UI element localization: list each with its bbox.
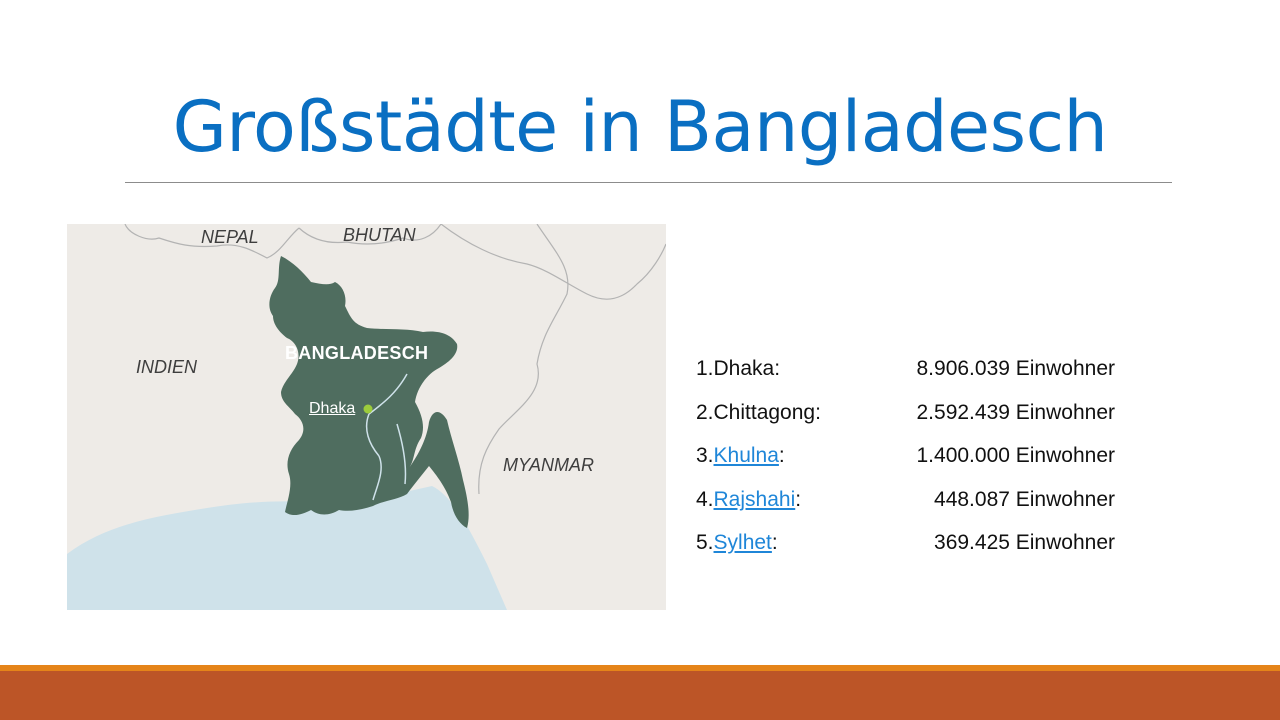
map-label-bhutan: BHUTAN xyxy=(343,225,416,245)
city-row-sylhet: 5.Sylhet: 369.425 Einwohner xyxy=(696,526,1136,570)
map-label-indien: INDIEN xyxy=(136,357,198,377)
nepal-border xyxy=(124,224,300,259)
city-list: 1.Dhaka: 8.906.039 Einwohner 2.Chittagon… xyxy=(696,352,1136,570)
city-row-chittagong: 2.Chittagong: 2.592.439 Einwohner xyxy=(696,396,1136,440)
city-index: 2. xyxy=(696,400,714,424)
city-link-khulna[interactable]: Khulna xyxy=(713,444,779,467)
city-population: 2.592.439 Einwohner xyxy=(916,400,1116,424)
map-label-dhaka: Dhaka xyxy=(309,400,356,417)
city-name: Chittagong xyxy=(713,400,816,424)
footer-accent-bar xyxy=(0,665,1280,671)
map-label-bangladesch: BANGLADESCH xyxy=(285,343,429,363)
city-index: 5. xyxy=(696,531,714,554)
city-population: 448.087 Einwohner xyxy=(934,487,1115,511)
city-link-rajshahi[interactable]: Rajshahi xyxy=(713,487,796,511)
city-population: 8.906.039 Einwohner xyxy=(916,357,1116,380)
bangladesh-map-graphic xyxy=(67,224,666,610)
city-link-sylhet[interactable]: Sylhet xyxy=(713,531,772,554)
map-label-myanmar: MYANMAR xyxy=(503,455,595,475)
bhutan-border xyxy=(298,224,442,245)
myanmar-border xyxy=(478,224,569,495)
footer-bar xyxy=(0,671,1280,720)
india-east-border xyxy=(440,224,666,300)
dhaka-dot xyxy=(363,404,373,414)
bangladesh-shape xyxy=(269,256,469,528)
bay-of-bengal-water xyxy=(67,486,507,610)
city-index: 3. xyxy=(696,444,714,467)
title-divider xyxy=(125,182,1172,183)
city-population: 369.425 Einwohner xyxy=(934,531,1115,554)
map-label-nepal: NEPAL xyxy=(201,227,259,247)
city-population: 1.400.000 Einwohner xyxy=(916,444,1116,467)
city-name: Dhaka xyxy=(713,357,775,380)
city-row-dhaka: 1.Dhaka: 8.906.039 Einwohner xyxy=(696,352,1136,396)
city-index: 1. xyxy=(696,357,714,380)
rivers xyxy=(365,373,408,501)
city-index: 4. xyxy=(696,487,714,511)
city-row-rajshahi: 4.Rajshahi: 448.087 Einwohner xyxy=(696,483,1136,527)
map-image: NEPAL BHUTAN INDIEN BANGLADESCH MYANMAR … xyxy=(67,224,666,610)
slide-title: Großstädte in Bangladesch xyxy=(172,86,1108,168)
city-row-khulna: 3.Khulna: 1.400.000 Einwohner xyxy=(696,439,1136,483)
